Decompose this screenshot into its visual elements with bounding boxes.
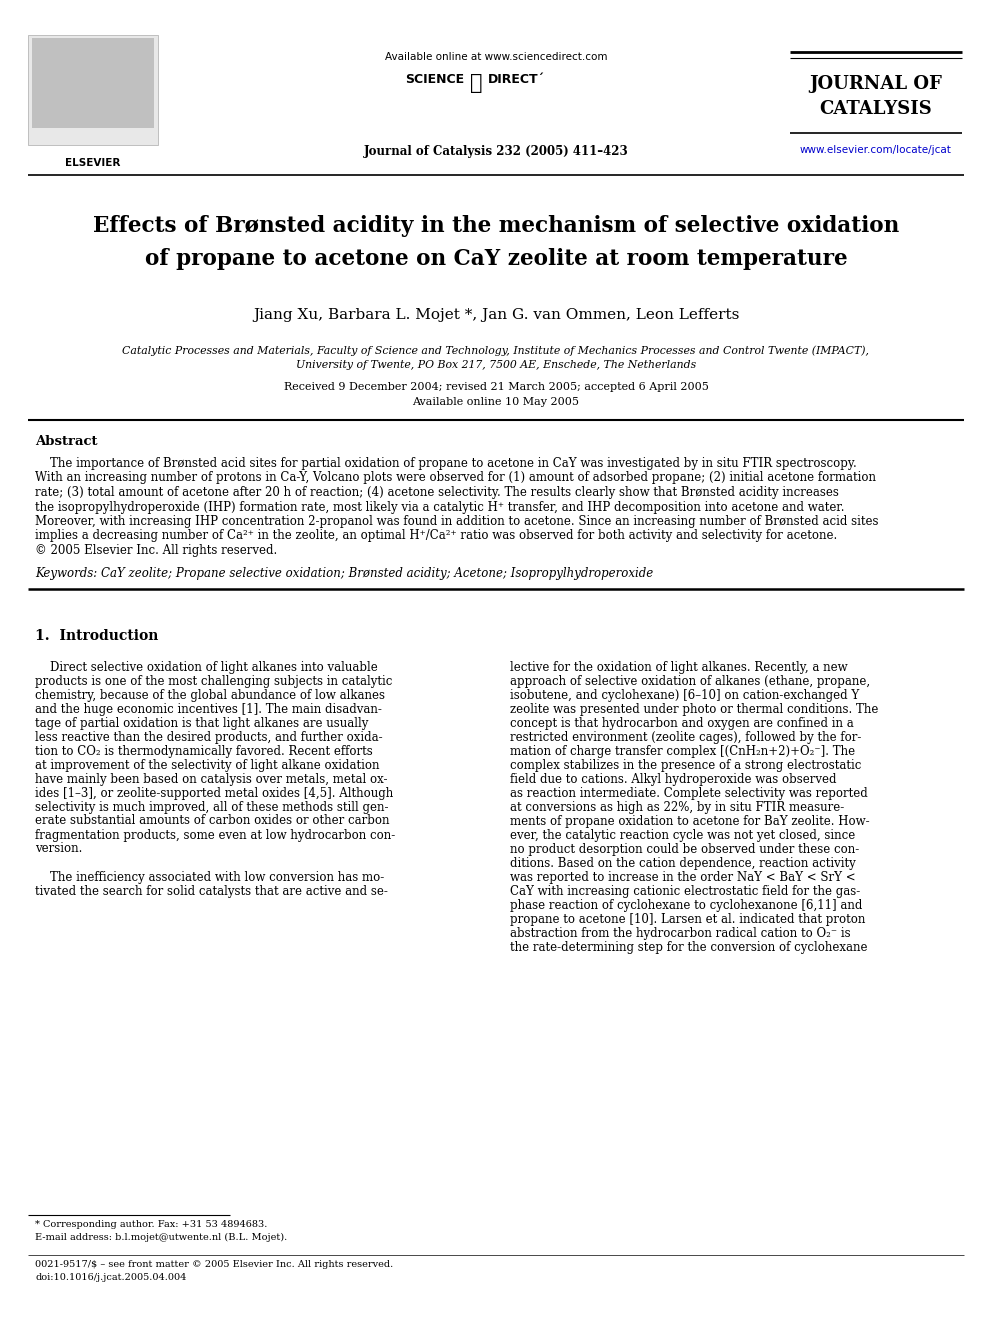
Bar — [32, 38, 154, 128]
Text: CATALYSIS: CATALYSIS — [819, 101, 932, 118]
Text: approach of selective oxidation of alkanes (ethane, propane,: approach of selective oxidation of alkan… — [510, 675, 870, 688]
Text: have mainly been based on catalysis over metals, metal ox-: have mainly been based on catalysis over… — [35, 773, 388, 786]
Text: * Corresponding author. Fax: +31 53 4894683.: * Corresponding author. Fax: +31 53 4894… — [35, 1220, 268, 1229]
Text: and the huge economic incentives [1]. The main disadvan-: and the huge economic incentives [1]. Th… — [35, 703, 382, 716]
Text: University of Twente, PO Box 217, 7500 AE, Enschede, The Netherlands: University of Twente, PO Box 217, 7500 A… — [296, 360, 696, 370]
Text: restricted environment (zeolite cages), followed by the for-: restricted environment (zeolite cages), … — [510, 730, 861, 744]
Text: The inefficiency associated with low conversion has mo-: The inefficiency associated with low con… — [35, 871, 384, 884]
Text: www.elsevier.com/locate/jcat: www.elsevier.com/locate/jcat — [801, 146, 952, 155]
Text: as reaction intermediate. Complete selectivity was reported: as reaction intermediate. Complete selec… — [510, 786, 868, 799]
Text: the isopropylhydroperoxide (IHP) formation rate, most likely via a catalytic H⁺ : the isopropylhydroperoxide (IHP) formati… — [35, 500, 844, 513]
Text: tivated the search for solid catalysts that are active and se-: tivated the search for solid catalysts t… — [35, 885, 388, 897]
Text: the rate-determining step for the conversion of cyclohexane: the rate-determining step for the conver… — [510, 941, 867, 954]
Text: With an increasing number of protons in Ca-Y, Volcano plots were observed for (1: With an increasing number of protons in … — [35, 471, 876, 484]
Text: Jiang Xu, Barbara L. Mojet *, Jan G. van Ommen, Leon Lefferts: Jiang Xu, Barbara L. Mojet *, Jan G. van… — [253, 308, 739, 321]
Text: DIRECT´: DIRECT´ — [488, 73, 545, 86]
Text: Journal of Catalysis 232 (2005) 411–423: Journal of Catalysis 232 (2005) 411–423 — [364, 146, 628, 157]
Text: doi:10.1016/j.jcat.2005.04.004: doi:10.1016/j.jcat.2005.04.004 — [35, 1273, 186, 1282]
Text: tion to CO₂ is thermodynamically favored. Recent efforts: tion to CO₂ is thermodynamically favored… — [35, 745, 373, 758]
Text: ever, the catalytic reaction cycle was not yet closed, since: ever, the catalytic reaction cycle was n… — [510, 828, 855, 841]
Text: ditions. Based on the cation dependence, reaction activity: ditions. Based on the cation dependence,… — [510, 856, 856, 869]
Text: mation of charge transfer complex [(CnH₂n+2)+O₂⁻]. The: mation of charge transfer complex [(CnH₂… — [510, 745, 855, 758]
Text: complex stabilizes in the presence of a strong electrostatic: complex stabilizes in the presence of a … — [510, 758, 861, 771]
Text: at conversions as high as 22%, by in situ FTIR measure-: at conversions as high as 22%, by in sit… — [510, 800, 844, 814]
Text: CaY with increasing cationic electrostatic field for the gas-: CaY with increasing cationic electrostat… — [510, 885, 860, 897]
Text: ⓓ: ⓓ — [470, 73, 482, 93]
Text: 1.  Introduction: 1. Introduction — [35, 628, 159, 643]
Text: The importance of Brønsted acid sites for partial oxidation of propane to aceton: The importance of Brønsted acid sites fo… — [35, 456, 857, 470]
Text: isobutene, and cyclohexane) [6–10] on cation-exchanged Y: isobutene, and cyclohexane) [6–10] on ca… — [510, 688, 859, 701]
Text: no product desorption could be observed under these con-: no product desorption could be observed … — [510, 843, 859, 856]
Text: 0021-9517/$ – see front matter © 2005 Elsevier Inc. All rights reserved.: 0021-9517/$ – see front matter © 2005 El… — [35, 1259, 393, 1269]
Text: erate substantial amounts of carbon oxides or other carbon: erate substantial amounts of carbon oxid… — [35, 815, 390, 827]
Text: Moreover, with increasing IHP concentration 2-propanol was found in addition to : Moreover, with increasing IHP concentrat… — [35, 515, 879, 528]
Text: Abstract: Abstract — [35, 435, 97, 448]
Text: rate; (3) total amount of acetone after 20 h of reaction; (4) acetone selectivit: rate; (3) total amount of acetone after … — [35, 486, 839, 499]
Text: abstraction from the hydrocarbon radical cation to O₂⁻ is: abstraction from the hydrocarbon radical… — [510, 926, 850, 939]
Text: selectivity is much improved, all of these methods still gen-: selectivity is much improved, all of the… — [35, 800, 389, 814]
Text: Keywords: CaY zeolite; Propane selective oxidation; Brønsted acidity; Acetone; I: Keywords: CaY zeolite; Propane selective… — [35, 566, 654, 579]
Text: Catalytic Processes and Materials, Faculty of Science and Technology, Institute : Catalytic Processes and Materials, Facul… — [122, 345, 870, 356]
Text: tage of partial oxidation is that light alkanes are usually: tage of partial oxidation is that light … — [35, 717, 368, 729]
Text: fragmentation products, some even at low hydrocarbon con-: fragmentation products, some even at low… — [35, 828, 395, 841]
Text: Available online 10 May 2005: Available online 10 May 2005 — [413, 397, 579, 407]
Text: products is one of the most challenging subjects in catalytic: products is one of the most challenging … — [35, 675, 393, 688]
Text: of propane to acetone on CaY zeolite at room temperature: of propane to acetone on CaY zeolite at … — [145, 247, 847, 270]
Text: concept is that hydrocarbon and oxygen are confined in a: concept is that hydrocarbon and oxygen a… — [510, 717, 854, 729]
Text: Direct selective oxidation of light alkanes into valuable: Direct selective oxidation of light alka… — [35, 660, 378, 673]
Text: ments of propane oxidation to acetone for BaY zeolite. How-: ments of propane oxidation to acetone fo… — [510, 815, 870, 827]
Text: lective for the oxidation of light alkanes. Recently, a new: lective for the oxidation of light alkan… — [510, 660, 847, 673]
Text: Effects of Brønsted acidity in the mechanism of selective oxidation: Effects of Brønsted acidity in the mecha… — [93, 216, 899, 237]
Text: implies a decreasing number of Ca²⁺ in the zeolite, an optimal H⁺/Ca²⁺ ratio was: implies a decreasing number of Ca²⁺ in t… — [35, 529, 837, 542]
Text: was reported to increase in the order NaY < BaY < SrY <: was reported to increase in the order Na… — [510, 871, 856, 884]
Text: less reactive than the desired products, and further oxida-: less reactive than the desired products,… — [35, 730, 383, 744]
Text: SCIENCE: SCIENCE — [405, 73, 464, 86]
Text: Received 9 December 2004; revised 21 March 2005; accepted 6 April 2005: Received 9 December 2004; revised 21 Mar… — [284, 382, 708, 392]
Text: E-mail address: b.l.mojet@utwente.nl (B.L. Mojet).: E-mail address: b.l.mojet@utwente.nl (B.… — [35, 1233, 288, 1242]
Text: zeolite was presented under photo or thermal conditions. The: zeolite was presented under photo or the… — [510, 703, 878, 716]
Text: field due to cations. Alkyl hydroperoxide was observed: field due to cations. Alkyl hydroperoxid… — [510, 773, 836, 786]
Text: version.: version. — [35, 843, 82, 856]
Text: propane to acetone [10]. Larsen et al. indicated that proton: propane to acetone [10]. Larsen et al. i… — [510, 913, 865, 926]
Text: ides [1–3], or zeolite-supported metal oxides [4,5]. Although: ides [1–3], or zeolite-supported metal o… — [35, 786, 393, 799]
Text: Available online at www.sciencedirect.com: Available online at www.sciencedirect.co… — [385, 52, 607, 62]
Text: at improvement of the selectivity of light alkane oxidation: at improvement of the selectivity of lig… — [35, 758, 380, 771]
Text: phase reaction of cyclohexane to cyclohexanone [6,11] and: phase reaction of cyclohexane to cyclohe… — [510, 898, 862, 912]
Bar — [28, 34, 158, 146]
Text: JOURNAL OF: JOURNAL OF — [809, 75, 942, 93]
Text: chemistry, because of the global abundance of low alkanes: chemistry, because of the global abundan… — [35, 688, 385, 701]
Text: © 2005 Elsevier Inc. All rights reserved.: © 2005 Elsevier Inc. All rights reserved… — [35, 544, 277, 557]
Text: ELSEVIER: ELSEVIER — [65, 157, 121, 168]
